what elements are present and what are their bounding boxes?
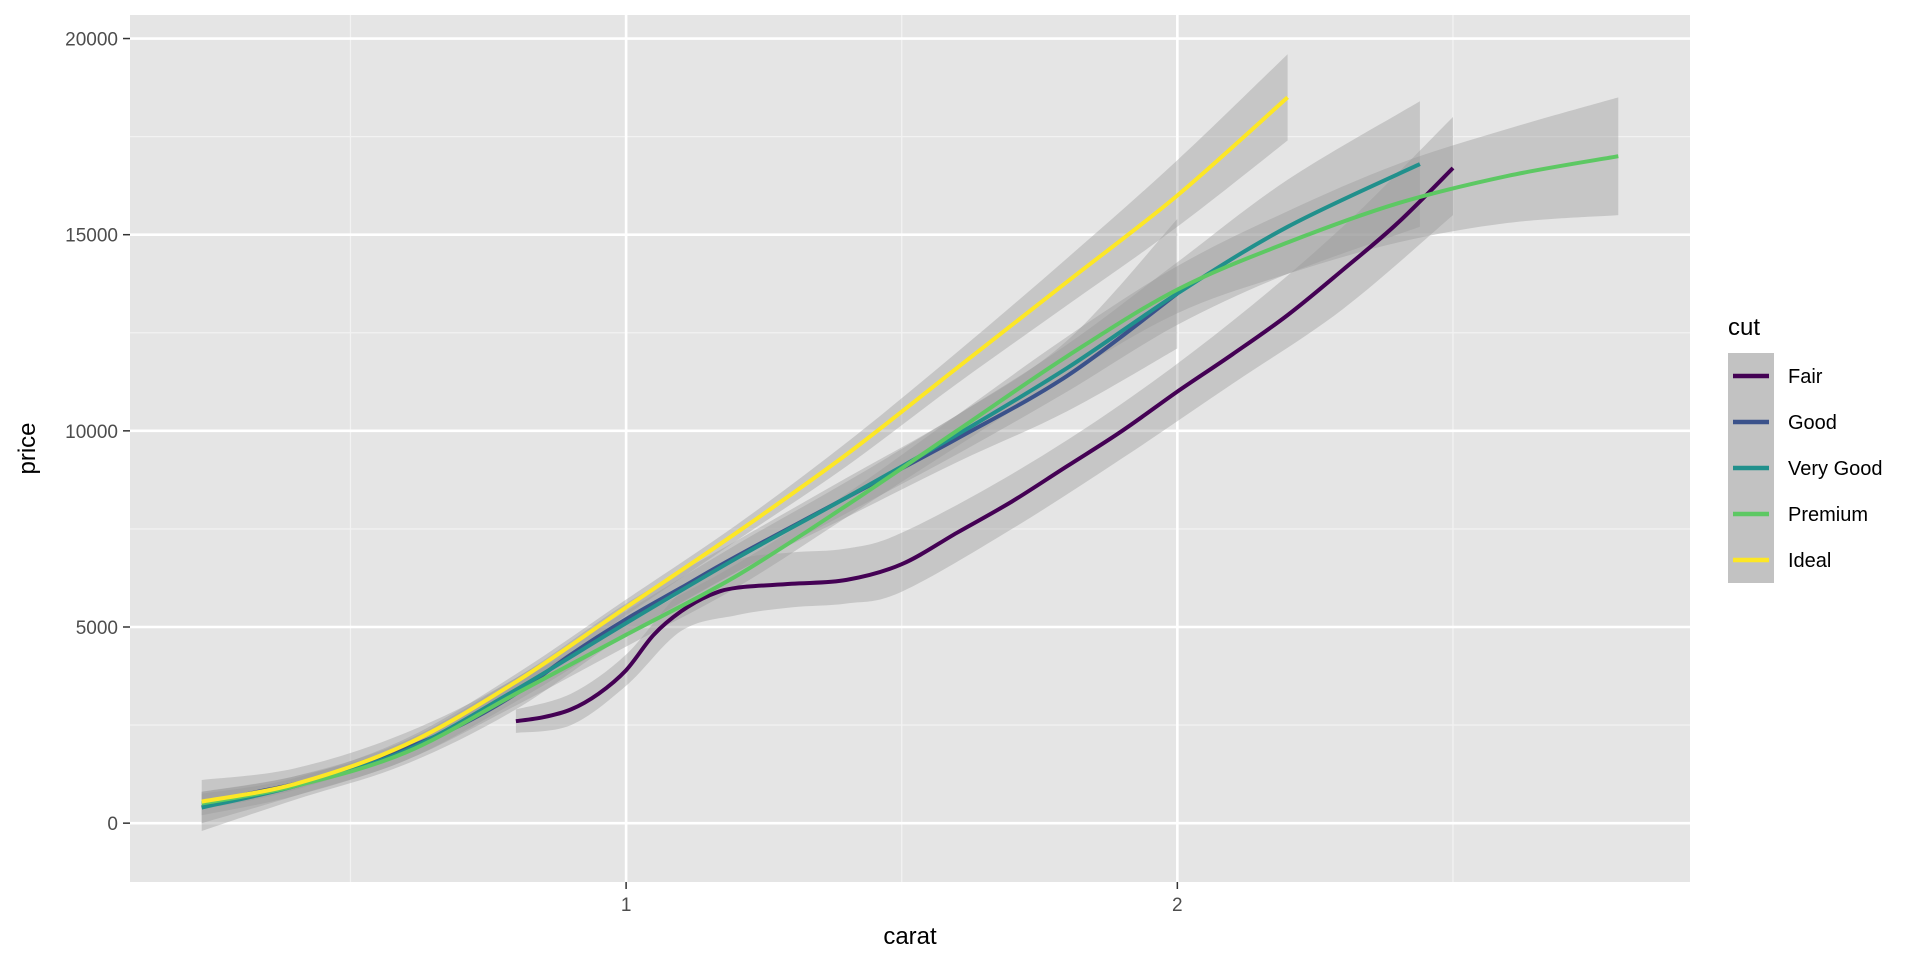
x-tick-label: 2 — [1172, 895, 1183, 916]
y-tick-label: 5000 — [76, 618, 118, 639]
y-tick-label: 10000 — [65, 422, 118, 443]
y-tick-label: 20000 — [65, 30, 118, 51]
confidence-band-fair — [515, 117, 1453, 733]
x-tick-label: 1 — [621, 895, 632, 916]
confidence-band-premium — [201, 97, 1619, 816]
series-line-premium — [201, 154, 1619, 806]
y-tick-label: 0 — [107, 814, 118, 835]
series-line-ideal — [201, 95, 1289, 804]
legend-label: Fair — [1788, 366, 1823, 388]
x-axis-title: carat — [883, 923, 937, 950]
legend-label: Very Good — [1788, 458, 1883, 480]
y-tick-label: 15000 — [65, 226, 118, 247]
legend-label: Premium — [1788, 504, 1868, 526]
y-axis-title: price — [14, 422, 41, 474]
series-line-fair — [515, 166, 1455, 724]
legend-title: cut — [1728, 314, 1760, 341]
legend-label: Good — [1788, 412, 1837, 434]
confidence-band-very-good — [201, 101, 1420, 824]
plot-panel — [130, 15, 1690, 882]
legend-label: Ideal — [1788, 550, 1831, 572]
confidence-band-good — [201, 219, 1178, 831]
